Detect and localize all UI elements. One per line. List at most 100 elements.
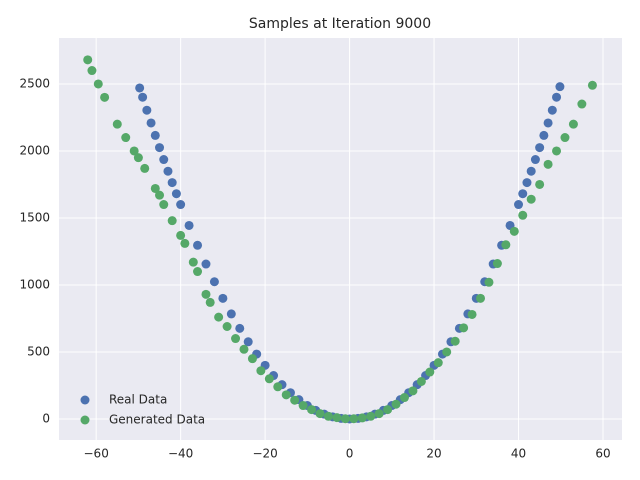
point <box>349 414 359 424</box>
y-tick-label: 2500 <box>19 76 50 90</box>
point <box>239 344 249 354</box>
point <box>176 230 186 240</box>
point <box>218 293 228 303</box>
point <box>518 189 528 199</box>
point <box>112 119 122 129</box>
point <box>93 79 103 89</box>
point <box>315 409 325 419</box>
point <box>514 200 524 210</box>
point <box>133 153 143 163</box>
chart-title: Samples at Iteration 9000 <box>249 16 431 32</box>
point <box>530 155 540 165</box>
point <box>155 190 165 200</box>
point <box>298 401 308 411</box>
point <box>433 358 443 368</box>
x-tick-label: 20 <box>426 447 441 461</box>
point <box>290 395 300 405</box>
point <box>535 143 545 153</box>
point <box>176 200 186 210</box>
point <box>383 405 393 415</box>
point <box>188 257 198 267</box>
point <box>243 337 253 347</box>
legend-label: Generated Data <box>109 413 205 427</box>
point <box>484 277 494 287</box>
point <box>547 105 557 115</box>
point <box>281 390 291 400</box>
y-tick-label: 0 <box>42 411 50 425</box>
point <box>150 183 160 193</box>
point <box>526 194 536 204</box>
point <box>543 118 553 128</box>
point <box>476 293 486 303</box>
point <box>180 238 190 248</box>
y-tick-label: 1500 <box>19 210 50 224</box>
x-tick-label: −20 <box>252 447 277 461</box>
point <box>159 200 169 210</box>
point <box>442 347 452 357</box>
point <box>159 155 169 165</box>
point <box>140 163 150 173</box>
x-tick-label: −40 <box>168 447 193 461</box>
y-tick-label: 1000 <box>19 277 50 291</box>
x-tick-label: −60 <box>84 447 109 461</box>
point <box>171 189 181 199</box>
point <box>167 216 177 226</box>
point <box>416 376 426 386</box>
point <box>146 118 156 128</box>
point <box>247 354 257 364</box>
x-tick-label: 40 <box>511 447 526 461</box>
point <box>100 92 110 102</box>
point <box>518 210 528 220</box>
x-tick-label: 60 <box>595 447 610 461</box>
point <box>366 411 376 421</box>
point <box>201 259 211 269</box>
point <box>577 99 587 109</box>
point <box>235 323 245 333</box>
point <box>214 312 224 322</box>
point <box>193 240 203 250</box>
point <box>459 323 469 333</box>
point <box>552 146 562 156</box>
y-tick-label: 2000 <box>19 143 50 157</box>
point <box>163 166 173 176</box>
legend-marker <box>80 415 90 425</box>
point <box>193 267 203 277</box>
point <box>231 334 241 344</box>
point <box>167 178 177 188</box>
point <box>205 297 215 307</box>
point <box>201 289 211 299</box>
point <box>184 220 194 230</box>
point <box>526 166 536 176</box>
point <box>155 143 165 153</box>
point <box>135 83 145 93</box>
point <box>357 413 367 423</box>
point <box>87 66 97 76</box>
point <box>552 92 562 102</box>
point <box>408 386 418 396</box>
point <box>121 133 131 143</box>
point <box>264 374 274 384</box>
point <box>222 322 232 332</box>
point <box>399 393 409 403</box>
plot-area <box>59 38 622 440</box>
legend-label: Real Data <box>109 393 167 407</box>
point <box>129 146 139 156</box>
point <box>138 92 148 102</box>
point <box>307 405 317 415</box>
point <box>83 55 93 65</box>
point <box>501 240 511 250</box>
point <box>450 336 460 346</box>
y-tick-label: 500 <box>27 344 50 358</box>
point <box>467 309 477 319</box>
point <box>535 179 545 189</box>
point <box>374 409 384 419</box>
point <box>555 82 565 92</box>
legend-marker <box>80 395 90 405</box>
point <box>391 399 401 409</box>
point <box>587 80 597 90</box>
point <box>560 133 570 143</box>
point <box>256 366 266 376</box>
point <box>492 259 502 269</box>
point <box>509 226 519 236</box>
